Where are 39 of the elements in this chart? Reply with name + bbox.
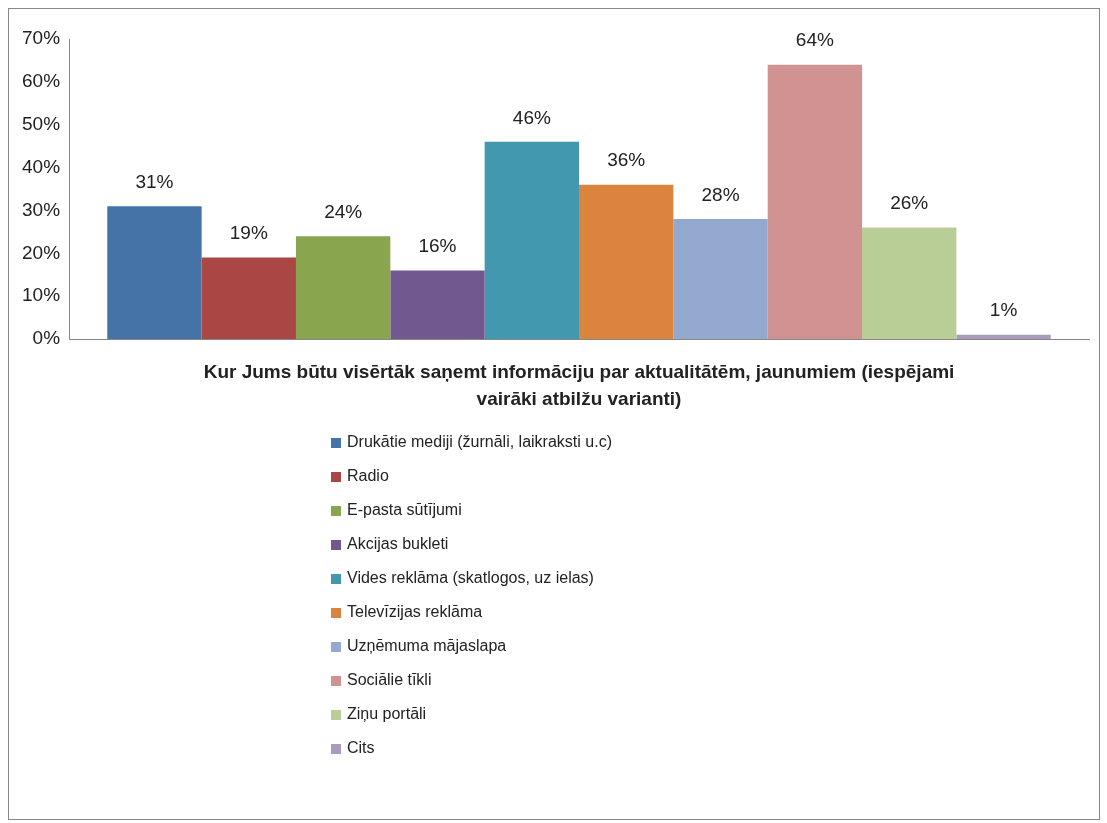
y-tick-label: 70% (22, 27, 61, 49)
bar (956, 334, 1051, 339)
data-label: 64% (795, 29, 834, 51)
y-tick-label: 40% (22, 155, 61, 177)
bar (107, 206, 202, 339)
bar (673, 219, 768, 339)
legend-label: Radio (347, 467, 389, 485)
legend-label: Uzņēmuma mājaslapa (347, 637, 507, 655)
data-label: 28% (701, 183, 740, 205)
legend-label: Drukātie mediji (žurnāli, laikraksti u.c) (347, 433, 612, 451)
legend-label: Televīzijas reklāma (347, 603, 483, 621)
y-tick-label: 0% (32, 327, 61, 349)
y-tick-label: 10% (22, 284, 61, 306)
text: Kur Jums būtu visērtāk saņemt informāciju par aktualitātēm, jaunumiem (iespējami vairāki atbilžu varianti) (203, 360, 955, 409)
y-tick-label: 30% (22, 198, 61, 220)
bar (201, 257, 296, 339)
bar (862, 227, 957, 339)
legend-label: E-pasta sūtījumi (347, 501, 462, 519)
legend-label: Vides reklāma (skatlogos, uz ielas) (347, 569, 594, 587)
data-label: 46% (512, 106, 551, 128)
data-label: 1% (989, 299, 1018, 321)
data-label: 26% (890, 192, 929, 214)
data-label: 16% (418, 235, 457, 257)
data-label: 24% (324, 200, 363, 222)
bar (295, 236, 391, 339)
bar (767, 64, 863, 339)
y-tick-label: 60% (22, 70, 61, 92)
bar (484, 141, 580, 339)
data-label: 31% (135, 170, 174, 192)
bar (579, 184, 674, 339)
y-tick-label: 20% (22, 241, 61, 263)
legend-label: Ziņu portāli (347, 705, 427, 723)
y-tick-label: 50% (22, 112, 61, 134)
legend-label: Cits (347, 739, 375, 757)
data-label: 19% (229, 222, 268, 244)
legend-label: Akcijas bukleti (347, 535, 449, 553)
bar (390, 270, 485, 339)
data-label: 36% (607, 149, 646, 171)
legend-label: Sociālie tīkli (347, 671, 432, 689)
